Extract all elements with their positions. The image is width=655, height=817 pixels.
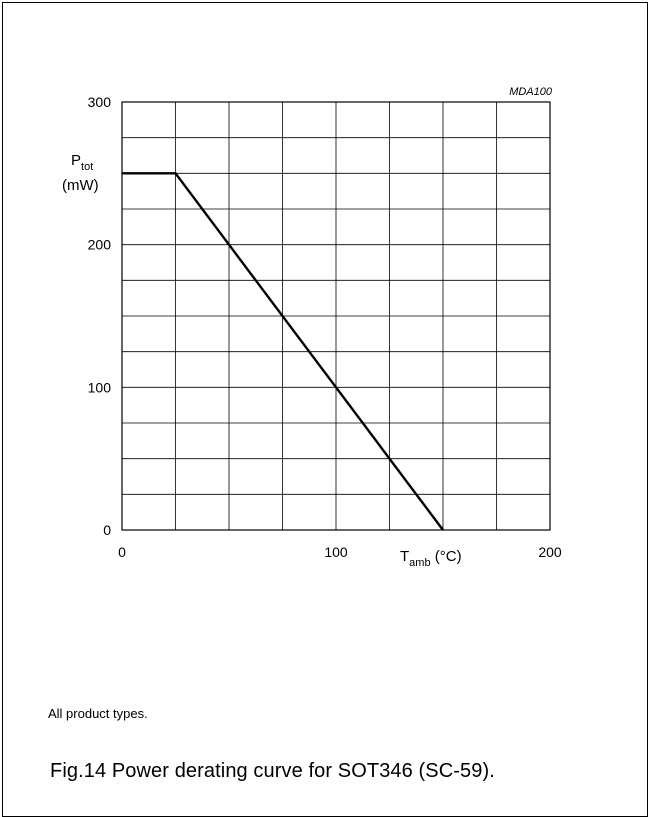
y-tick-label: 100 <box>88 379 112 395</box>
y-tick-label: 0 <box>103 522 111 538</box>
figure-code: MDA100 <box>509 86 553 98</box>
y-axis-unit: (mW) <box>62 177 99 194</box>
tick-labels: 0 100 200 300 0 100 200 <box>88 94 562 560</box>
x-tick-label: 100 <box>324 544 348 560</box>
y-tick-label: 200 <box>88 237 112 253</box>
x-tick-label: 200 <box>538 544 562 560</box>
x-tick-label: 0 <box>118 544 126 560</box>
y-axis-label: Ptot <box>71 152 93 173</box>
footnote: All product types. <box>48 706 148 721</box>
plot-border <box>121 101 551 531</box>
series-layer <box>122 172 444 531</box>
figure-caption: Fig.14 Power derating curve for SOT346 (… <box>50 760 495 782</box>
y-tick-label: 300 <box>88 94 112 110</box>
x-axis-label: Tamb (°C) <box>400 548 462 569</box>
derating-curve <box>122 172 444 531</box>
grid <box>122 102 550 530</box>
